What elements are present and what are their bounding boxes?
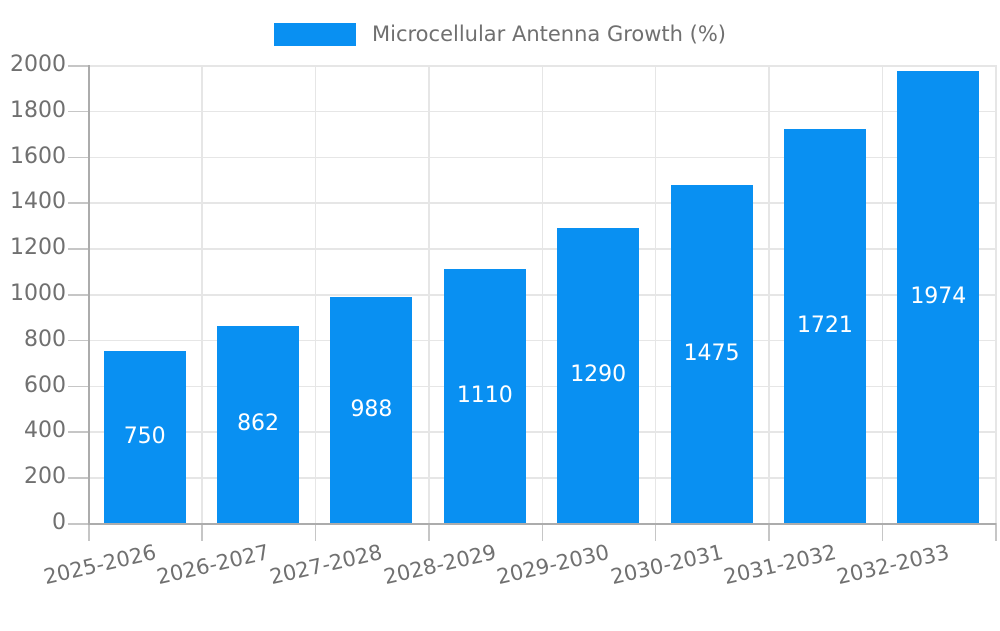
y-tick-label: 800 bbox=[24, 326, 66, 352]
gridline-vertical bbox=[768, 65, 770, 523]
bar-value-label: 1110 bbox=[456, 382, 513, 408]
y-axis-tick bbox=[68, 523, 88, 525]
y-axis-tick bbox=[68, 248, 88, 250]
y-tick-label: 1200 bbox=[10, 235, 66, 261]
bar: 1475 bbox=[670, 185, 753, 523]
y-axis-tick bbox=[68, 294, 88, 296]
y-axis-tick bbox=[68, 477, 88, 479]
bar-value-label: 988 bbox=[350, 396, 393, 422]
bar-value-label: 1290 bbox=[570, 362, 627, 388]
bar: 1721 bbox=[783, 128, 866, 523]
chart-legend[interactable]: Microcellular Antenna Growth (%) bbox=[0, 20, 1000, 48]
y-tick-label: 1800 bbox=[10, 97, 66, 123]
y-axis-tick bbox=[68, 385, 88, 388]
x-axis-tick bbox=[88, 523, 90, 541]
bar: 1290 bbox=[557, 227, 640, 523]
bar-value-label: 862 bbox=[237, 411, 280, 437]
bar-value-label: 1475 bbox=[683, 341, 740, 367]
gridline-vertical bbox=[428, 65, 430, 523]
y-tick-label: 1000 bbox=[10, 281, 66, 306]
y-tick-label: 400 bbox=[24, 418, 66, 444]
x-axis-tick bbox=[654, 523, 657, 541]
y-tick-label: 1400 bbox=[10, 189, 66, 215]
y-axis-tick bbox=[68, 431, 88, 433]
gridline-vertical bbox=[881, 65, 884, 523]
gridline-vertical bbox=[654, 65, 657, 523]
x-axis-tick bbox=[428, 523, 430, 541]
x-axis-tick bbox=[314, 523, 317, 541]
y-axis-tick bbox=[68, 202, 88, 204]
y-axis-tick bbox=[68, 156, 88, 159]
y-axis-tick bbox=[68, 65, 88, 67]
gridline-vertical bbox=[995, 65, 997, 523]
y-axis-tick bbox=[68, 339, 88, 342]
bar: 1110 bbox=[443, 268, 526, 523]
bar: 988 bbox=[330, 296, 413, 523]
x-axis-tick bbox=[881, 523, 884, 541]
legend-label: Microcellular Antenna Growth (%) bbox=[372, 22, 726, 46]
bar-value-label: 750 bbox=[123, 424, 166, 450]
gridline-vertical bbox=[314, 65, 317, 523]
x-axis-tick bbox=[768, 523, 770, 541]
bar: 1974 bbox=[897, 70, 980, 523]
y-tick-label: 0 bbox=[52, 510, 66, 535]
x-axis-tick bbox=[541, 523, 543, 541]
bar-value-label: 1974 bbox=[910, 283, 967, 309]
bar-value-label: 1721 bbox=[796, 312, 853, 338]
y-tick-label: 200 bbox=[24, 464, 66, 490]
y-tick-label: 2000 bbox=[10, 52, 66, 77]
bar-chart: Microcellular Antenna Growth (%) 0 200 400… bbox=[0, 20, 1000, 590]
y-tick-label: 1600 bbox=[10, 143, 66, 169]
x-axis-tick bbox=[995, 523, 997, 541]
y-axis-line bbox=[88, 65, 90, 523]
legend-swatch-icon bbox=[274, 22, 356, 46]
gridline-vertical bbox=[201, 65, 203, 523]
bar: 750 bbox=[103, 351, 186, 523]
y-axis-tick bbox=[68, 110, 88, 113]
bar: 862 bbox=[217, 325, 300, 523]
gridline-vertical bbox=[541, 65, 543, 523]
y-tick-label: 600 bbox=[24, 372, 66, 398]
x-axis-tick bbox=[201, 523, 203, 541]
x-axis-line bbox=[88, 523, 996, 525]
